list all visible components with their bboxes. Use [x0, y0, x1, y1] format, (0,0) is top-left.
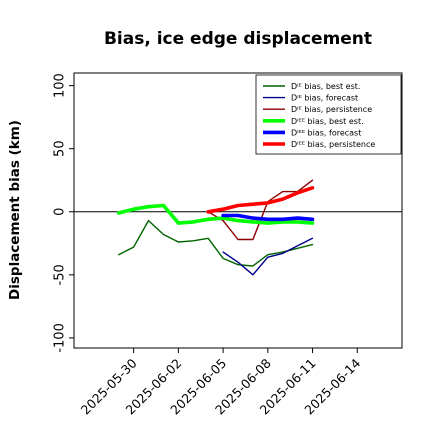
y-tick-label: 100	[53, 73, 68, 98]
legend-label-2: Dᴵᴱ bias, forecast	[291, 94, 358, 103]
y-tick-label: 50	[53, 140, 68, 157]
legend-label-5: Dᴵᴱᴱ bias, forecast	[291, 128, 361, 137]
legend-label-1: Dᴵᴱ bias, best est.	[291, 82, 360, 91]
legend-items: Dᴵᴱ bias, best est. Dᴵᴱ bias, forecast Dᴵᴱ…	[263, 82, 375, 149]
y-tick-label: -50	[53, 264, 68, 285]
y-tick-label: -100	[53, 323, 68, 353]
series-line-1	[117, 219, 314, 267]
legend-box	[255, 74, 402, 155]
chart-title: Bias, ice edge displacement	[104, 29, 372, 49]
legend-label-6: Dᴵᴱᴱ bias, persistence	[291, 140, 375, 149]
legend-label-3: Dᴵᴱ bias, persistence	[291, 105, 372, 114]
legend: Dᴵᴱ bias, best est. Dᴵᴱ bias, forecast Dᴵᴱ…	[255, 74, 402, 155]
legend-label-4: Dᴵᴱᴱ bias, best est.	[291, 117, 364, 126]
x-axis-ticks: 2025-05-302025-06-022025-06-052025-06-08…	[78, 348, 363, 417]
series-line-6	[206, 186, 315, 214]
y-axis-ticks: -100 -50 0 50 100	[53, 73, 74, 353]
y-tick-label: 0	[53, 208, 68, 216]
plot-frame	[73, 72, 403, 349]
series-group	[116, 179, 315, 276]
series-line-3	[207, 179, 314, 241]
series-line-2	[222, 237, 314, 276]
plot-area	[73, 72, 403, 349]
series-line-4	[116, 203, 315, 225]
series-line-5	[221, 213, 315, 222]
y-axis-label: Displacement bias (km)	[7, 120, 23, 300]
